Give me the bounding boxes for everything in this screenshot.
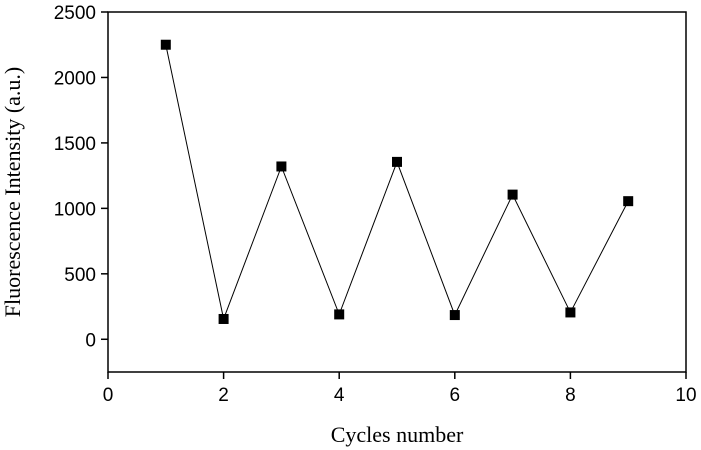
point-marker	[565, 307, 576, 318]
point-marker	[334, 309, 345, 320]
x-tick-label: 4	[334, 385, 345, 406]
point-marker	[623, 196, 634, 207]
x-axis-label: Cycles number	[331, 422, 464, 447]
plot-frame	[107, 11, 687, 373]
y-tick-label: 1500	[54, 134, 96, 155]
series-line	[165, 44, 629, 321]
x-tick-label: 2	[218, 385, 229, 406]
point-marker	[507, 189, 518, 200]
point-marker	[160, 39, 171, 50]
point-marker	[218, 313, 229, 324]
x-tick-label: 10	[675, 385, 696, 406]
y-tick-label: 0	[85, 330, 96, 351]
y-axis-label: Fluorescence Intensity (a.u.)	[0, 67, 25, 317]
y-tick-label: 2000	[54, 68, 96, 89]
y-tick-label: 1000	[54, 199, 96, 220]
point-marker	[449, 310, 460, 321]
x-tick-label: 0	[103, 385, 114, 406]
point-marker	[276, 161, 287, 172]
x-tick-label: 8	[565, 385, 576, 406]
x-tick-label: 6	[450, 385, 461, 406]
y-tick-label: 2500	[54, 3, 96, 24]
point-marker	[392, 156, 402, 167]
y-tick-label: 500	[64, 265, 96, 286]
